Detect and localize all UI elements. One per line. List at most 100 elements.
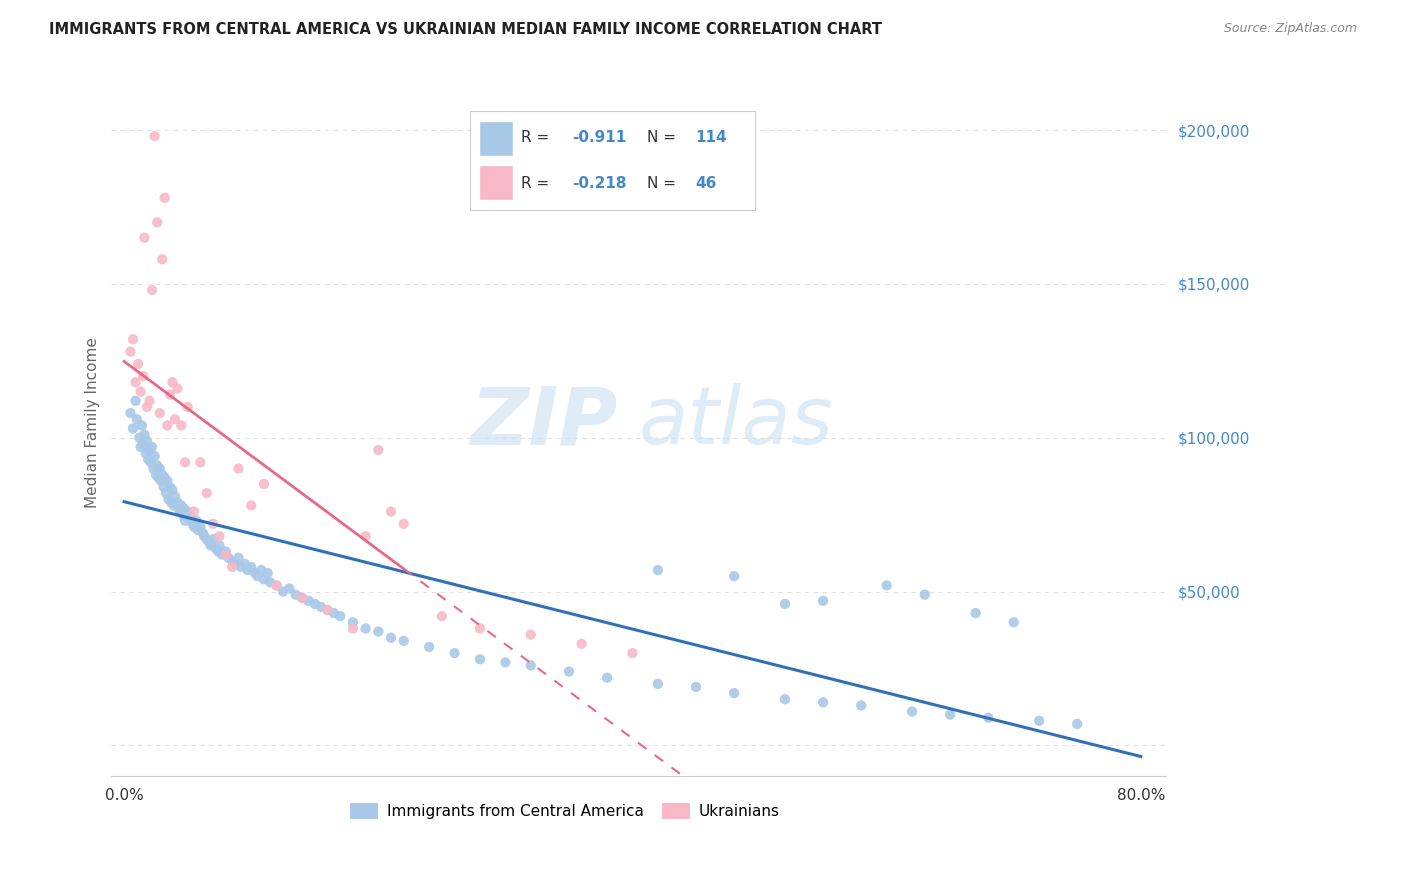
Point xyxy=(143,129,166,144)
Point xyxy=(159,387,181,401)
Point xyxy=(647,563,669,577)
Point xyxy=(143,449,166,463)
Point xyxy=(1066,717,1088,731)
Point xyxy=(1028,714,1050,728)
Point xyxy=(198,535,221,549)
Point xyxy=(256,566,278,580)
Point xyxy=(139,455,162,469)
Point xyxy=(129,440,152,454)
Point xyxy=(153,471,176,485)
Point xyxy=(134,427,156,442)
Point xyxy=(163,412,186,426)
Point xyxy=(224,557,246,571)
Point xyxy=(183,520,205,534)
Text: IMMIGRANTS FROM CENTRAL AMERICA VS UKRAINIAN MEDIAN FAMILY INCOME CORRELATION CH: IMMIGRANTS FROM CENTRAL AMERICA VS UKRAI… xyxy=(49,22,882,37)
Point xyxy=(127,357,149,371)
Point xyxy=(685,680,707,694)
Point xyxy=(215,544,238,558)
Point xyxy=(145,467,167,482)
Point xyxy=(153,191,176,205)
Point xyxy=(150,467,173,482)
Point xyxy=(316,603,339,617)
Point xyxy=(172,508,194,522)
Point xyxy=(271,584,294,599)
Point xyxy=(309,599,332,614)
Point xyxy=(468,652,491,666)
Point xyxy=(851,698,873,713)
Point xyxy=(596,671,619,685)
Point xyxy=(162,376,184,390)
Point xyxy=(773,692,796,706)
Point xyxy=(291,591,314,605)
Point xyxy=(259,575,281,590)
Point xyxy=(342,615,364,630)
Point xyxy=(190,455,212,469)
Point xyxy=(176,505,198,519)
Point xyxy=(811,594,834,608)
Point xyxy=(354,529,377,543)
Point xyxy=(155,486,177,500)
Point xyxy=(132,437,155,451)
Point xyxy=(291,591,314,605)
Point xyxy=(236,563,259,577)
Point xyxy=(494,656,516,670)
Point xyxy=(136,400,159,414)
Point xyxy=(723,686,745,700)
Point xyxy=(124,393,146,408)
Point xyxy=(138,443,160,458)
Point xyxy=(392,516,415,531)
Point xyxy=(240,499,263,513)
Point xyxy=(558,665,581,679)
Point xyxy=(278,582,301,596)
Point xyxy=(131,418,153,433)
Point xyxy=(166,495,188,509)
Point xyxy=(129,384,152,399)
Point xyxy=(186,514,208,528)
Point xyxy=(170,499,193,513)
Point xyxy=(246,569,269,583)
Point xyxy=(136,452,159,467)
Point xyxy=(342,622,364,636)
Point xyxy=(392,633,415,648)
Point xyxy=(159,480,181,494)
Point xyxy=(122,421,145,435)
Point xyxy=(169,505,191,519)
Point xyxy=(297,594,319,608)
Point xyxy=(166,382,188,396)
Point xyxy=(250,563,273,577)
Point xyxy=(193,529,215,543)
Point xyxy=(354,622,377,636)
Point xyxy=(520,627,543,641)
Legend: Immigrants from Central America, Ukrainians: Immigrants from Central America, Ukraini… xyxy=(344,797,786,825)
Point xyxy=(141,440,163,454)
Point xyxy=(243,566,266,580)
Point xyxy=(163,499,186,513)
Point xyxy=(149,406,172,420)
Point xyxy=(876,578,898,592)
Text: ZIP: ZIP xyxy=(471,384,617,461)
Point xyxy=(142,461,165,475)
Point xyxy=(367,624,389,639)
Point xyxy=(191,526,214,541)
Point xyxy=(181,516,204,531)
Point xyxy=(217,550,239,565)
Point xyxy=(202,533,225,547)
Point xyxy=(221,554,243,568)
Point xyxy=(187,523,209,537)
Point xyxy=(190,520,212,534)
Point xyxy=(215,548,238,562)
Point xyxy=(901,705,924,719)
Point xyxy=(811,695,834,709)
Point xyxy=(380,505,402,519)
Point xyxy=(430,609,453,624)
Point xyxy=(228,461,250,475)
Point xyxy=(211,548,233,562)
Point xyxy=(571,637,593,651)
Point xyxy=(149,461,172,475)
Point xyxy=(156,474,179,488)
Point xyxy=(146,458,169,473)
Point xyxy=(135,446,157,460)
Point xyxy=(939,707,962,722)
Point xyxy=(1002,615,1025,630)
Point xyxy=(253,572,276,586)
